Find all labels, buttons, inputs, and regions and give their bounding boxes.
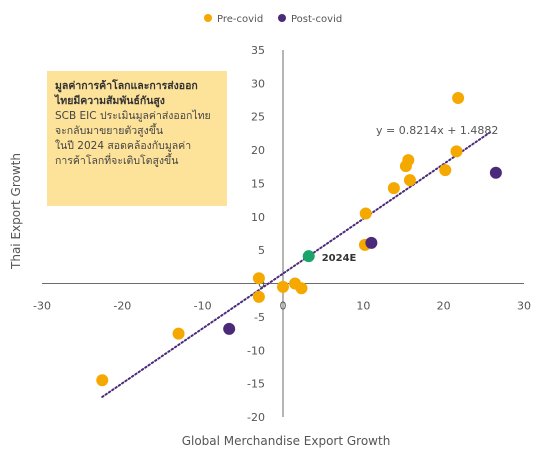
data-point <box>387 182 400 195</box>
annotation-body-line-3: ในปี 2024 สอดคล้องกับมูลค่า <box>55 140 192 152</box>
x-tick-label: -20 <box>113 300 131 313</box>
axes: -30 -20 -10 0 10 20 30 -20 -15 -10 -5 0 5 10 15 20 25 30 3… <box>33 44 531 424</box>
y-tick-label: 0 <box>258 278 265 291</box>
data-point <box>439 164 452 177</box>
data-point <box>295 282 308 295</box>
y-tick-label: -5 <box>254 311 265 324</box>
y-tick-label: -15 <box>247 378 265 391</box>
x-tick-label: 30 <box>517 300 531 313</box>
annotation-body-line-2: จะกลับมาขยายตัวสูงขึ้น <box>55 125 164 137</box>
data-point <box>359 207 372 220</box>
trendline-equation: y = 0.8214x + 1.4882 <box>376 124 498 137</box>
x-axis-title: Global Merchandise Export Growth <box>182 434 391 448</box>
y-tick-label: -20 <box>247 411 265 424</box>
x-tick-label: -10 <box>194 300 212 313</box>
annotation-title-line-2: ไทยมีความสัมพันธ์กันสูง <box>55 95 165 107</box>
y-tick-label: 25 <box>251 111 265 124</box>
data-point <box>96 374 109 387</box>
annotation-title-line-1: มูลค่าการค้าโลกและการส่งออก <box>55 80 198 92</box>
trendline-group <box>101 130 493 398</box>
annotation-box: มูลค่าการค้าโลกและการส่งออก ไทยมีความสัม… <box>47 71 227 206</box>
y-tick-label: 15 <box>251 177 265 190</box>
data-point <box>403 174 416 187</box>
legend-entry: Pre-covid <box>217 14 263 25</box>
data-point <box>172 327 185 340</box>
data-point <box>489 166 502 179</box>
y-tick-label: 10 <box>251 211 265 224</box>
x-tick-label: 10 <box>356 300 370 313</box>
y-tick-label: 5 <box>258 244 265 257</box>
data-point <box>452 92 465 105</box>
points-group: 2024E <box>96 92 502 387</box>
annotation-body-line-1: SCB EIC ประเมินมูลค่าส่งออกไทย <box>55 110 211 122</box>
y-tick-label: -10 <box>247 344 265 357</box>
data-point <box>252 272 265 285</box>
y-tick-label: 20 <box>251 144 265 157</box>
data-point <box>402 154 415 167</box>
data-point <box>277 280 289 293</box>
x-tick-label: 0 <box>280 300 287 313</box>
x-tick-label: -30 <box>33 300 51 313</box>
x-tick-label: 20 <box>437 300 451 313</box>
legend-entry: Post-covid <box>291 14 342 25</box>
legend-marker <box>204 14 212 22</box>
point-label: 2024E <box>322 253 357 264</box>
data-point <box>302 250 315 263</box>
annotation-body-line-4: การค้าโลกที่จะเติบโตสูงขึ้น <box>55 155 179 167</box>
data-point <box>450 145 463 158</box>
data-point <box>252 290 265 303</box>
y-axis-title: Thai Export Growth <box>9 153 23 270</box>
y-tick-label: 30 <box>251 77 265 90</box>
data-point <box>223 322 236 335</box>
trendline <box>101 130 493 398</box>
legend: Pre-covid Post-covid <box>204 14 342 25</box>
data-point <box>365 236 378 249</box>
y-tick-label: 35 <box>251 44 265 57</box>
legend-marker <box>278 14 286 22</box>
